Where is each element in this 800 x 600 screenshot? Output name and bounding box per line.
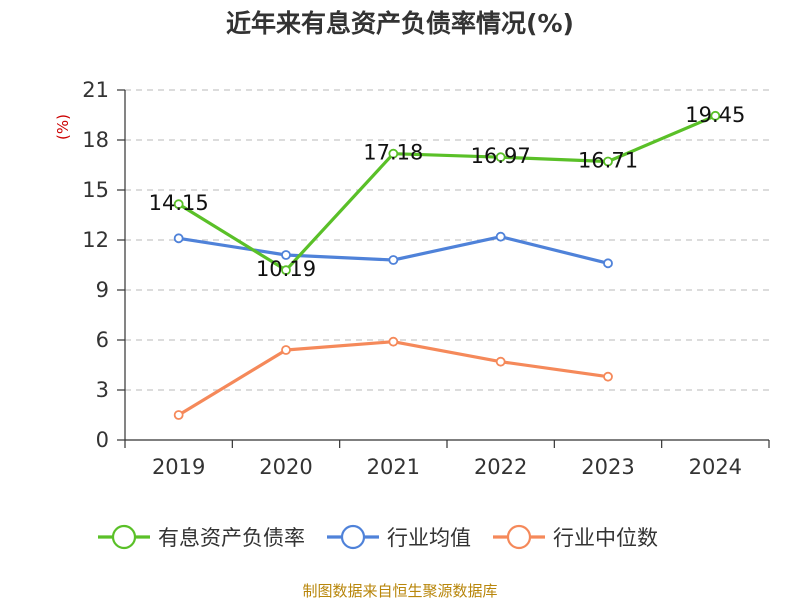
data-label: 14.15 (149, 191, 209, 215)
series-1 (173, 231, 613, 269)
data-labels: 14.15 10.19 17.18 16.97 16.71 19.45 (149, 103, 746, 281)
series-0 (173, 110, 721, 276)
legend-marker (506, 524, 532, 550)
data-label: 16.71 (578, 149, 638, 173)
legend-item: 行业中位数 (493, 524, 658, 550)
legend-marker (340, 524, 366, 550)
data-label: 17.18 (363, 141, 423, 165)
data-point (281, 265, 291, 276)
y-tick-label: 15 (82, 178, 109, 202)
data-point (388, 148, 399, 159)
y-tick-label: 18 (82, 128, 109, 152)
y-tick-label: 9 (96, 278, 109, 302)
legend-label: 有息资产负债率 (158, 526, 305, 550)
data-point (603, 371, 613, 382)
y-tick-label: 6 (96, 328, 109, 352)
data-point (495, 231, 506, 242)
y-axis-label: (%) (54, 114, 72, 140)
axes (117, 89, 770, 448)
y-tick-labels: 0 3 6 9 12 15 18 21 (82, 78, 109, 452)
x-tick-label: 2019 (152, 455, 205, 479)
series-layer (173, 110, 721, 420)
y-tick-label: 0 (96, 428, 109, 452)
series-line (177, 340, 609, 417)
x-tick-labels: 2019 2020 2021 2022 2023 2024 (152, 455, 742, 479)
x-tick-label: 2022 (474, 455, 527, 479)
data-point (710, 110, 721, 121)
series-2 (173, 336, 613, 420)
legend-marker (111, 524, 137, 550)
x-tick-label: 2020 (259, 455, 312, 479)
data-point (495, 152, 506, 163)
data-point (173, 410, 184, 420)
y-tick-label: 3 (96, 378, 109, 402)
data-point (173, 199, 184, 210)
data-label: 16.97 (471, 144, 531, 168)
legend: 有息资产负债率 行业均值 行业中位数 (98, 524, 658, 550)
data-point (281, 345, 291, 355)
series-line (177, 114, 716, 272)
data-point (388, 336, 399, 347)
y-tick-label: 12 (82, 228, 109, 252)
data-point (603, 156, 613, 167)
data-point (603, 258, 613, 269)
x-tick-label: 2023 (581, 455, 634, 479)
y-tick-label: 21 (82, 78, 109, 102)
legend-item: 有息资产负债率 (98, 524, 305, 550)
source-note: 制图数据来自恒生聚源数据库 (302, 582, 497, 600)
data-label: 10.19 (256, 257, 316, 281)
legend-label: 行业均值 (387, 526, 471, 550)
grid-lines (125, 89, 769, 391)
x-tick-label: 2024 (689, 455, 742, 479)
data-point (495, 356, 506, 367)
chart-title: 近年来有息资产负债率情况(%) (226, 9, 574, 38)
legend-item: 行业均值 (327, 524, 471, 550)
data-label: 19.45 (685, 103, 745, 127)
data-point (173, 233, 184, 244)
data-point (388, 255, 399, 265)
data-point (281, 250, 291, 260)
legend-label: 行业中位数 (553, 526, 658, 550)
x-tick-label: 2021 (367, 455, 420, 479)
